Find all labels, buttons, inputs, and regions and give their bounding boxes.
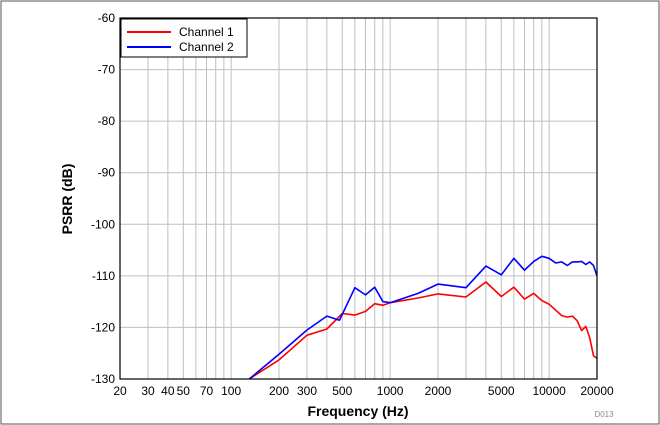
y-tick-label: -110 <box>92 269 115 283</box>
y-axis-title: PSRR (dB) <box>59 164 75 235</box>
x-tick-label: 300 <box>297 384 317 398</box>
y-tick-label: -120 <box>91 320 115 334</box>
x-tick-label: 20 <box>113 384 127 398</box>
y-tick-label: -100 <box>91 217 115 231</box>
x-tick-label: 1000 <box>377 384 404 398</box>
plot-area-background <box>120 18 597 379</box>
x-tick-label: 500 <box>332 384 352 398</box>
x-tick-label: 50 <box>177 384 191 398</box>
legend-box <box>120 18 248 58</box>
y-tick-label: -60 <box>98 11 116 25</box>
series-layer <box>248 255 598 380</box>
x-tick-label: 200 <box>269 384 289 398</box>
figure-code: D013 <box>594 410 614 419</box>
y-tick-label: -130 <box>91 372 115 386</box>
x-tick-label: 100 <box>221 384 241 398</box>
x-tick-label: 30 <box>141 384 155 398</box>
x-tick-labels: 20 30 40 50 70 100 200 300 500 1000 2000 5000 10000 2… <box>113 384 614 398</box>
x-axis-title: Frequency (Hz) <box>307 403 408 419</box>
legend-label-channel-1: Channel 1 <box>179 25 234 39</box>
x-tick-label: 10000 <box>532 384 566 398</box>
y-tick-label: -80 <box>98 114 116 128</box>
legend-label-channel-2: Channel 2 <box>179 40 234 54</box>
y-tick-label: -90 <box>98 166 116 180</box>
series-line-channel-1 <box>248 281 598 380</box>
series-line-channel-2 <box>248 255 598 380</box>
x-tick-label: 2000 <box>425 384 452 398</box>
plot-area-border <box>119 17 598 380</box>
x-tick-label: 70 <box>200 384 214 398</box>
x-tick-label: 5000 <box>488 384 515 398</box>
legend: Channel 1 Channel 2 <box>120 18 248 58</box>
x-tick-label: 40 <box>161 384 175 398</box>
y-tick-label: -70 <box>98 63 116 77</box>
x-tick-label: 20000 <box>580 384 614 398</box>
y-tick-labels: -60 -70 -80 -90 -100 -110 -120 -130 <box>91 11 115 386</box>
grid <box>120 18 597 379</box>
